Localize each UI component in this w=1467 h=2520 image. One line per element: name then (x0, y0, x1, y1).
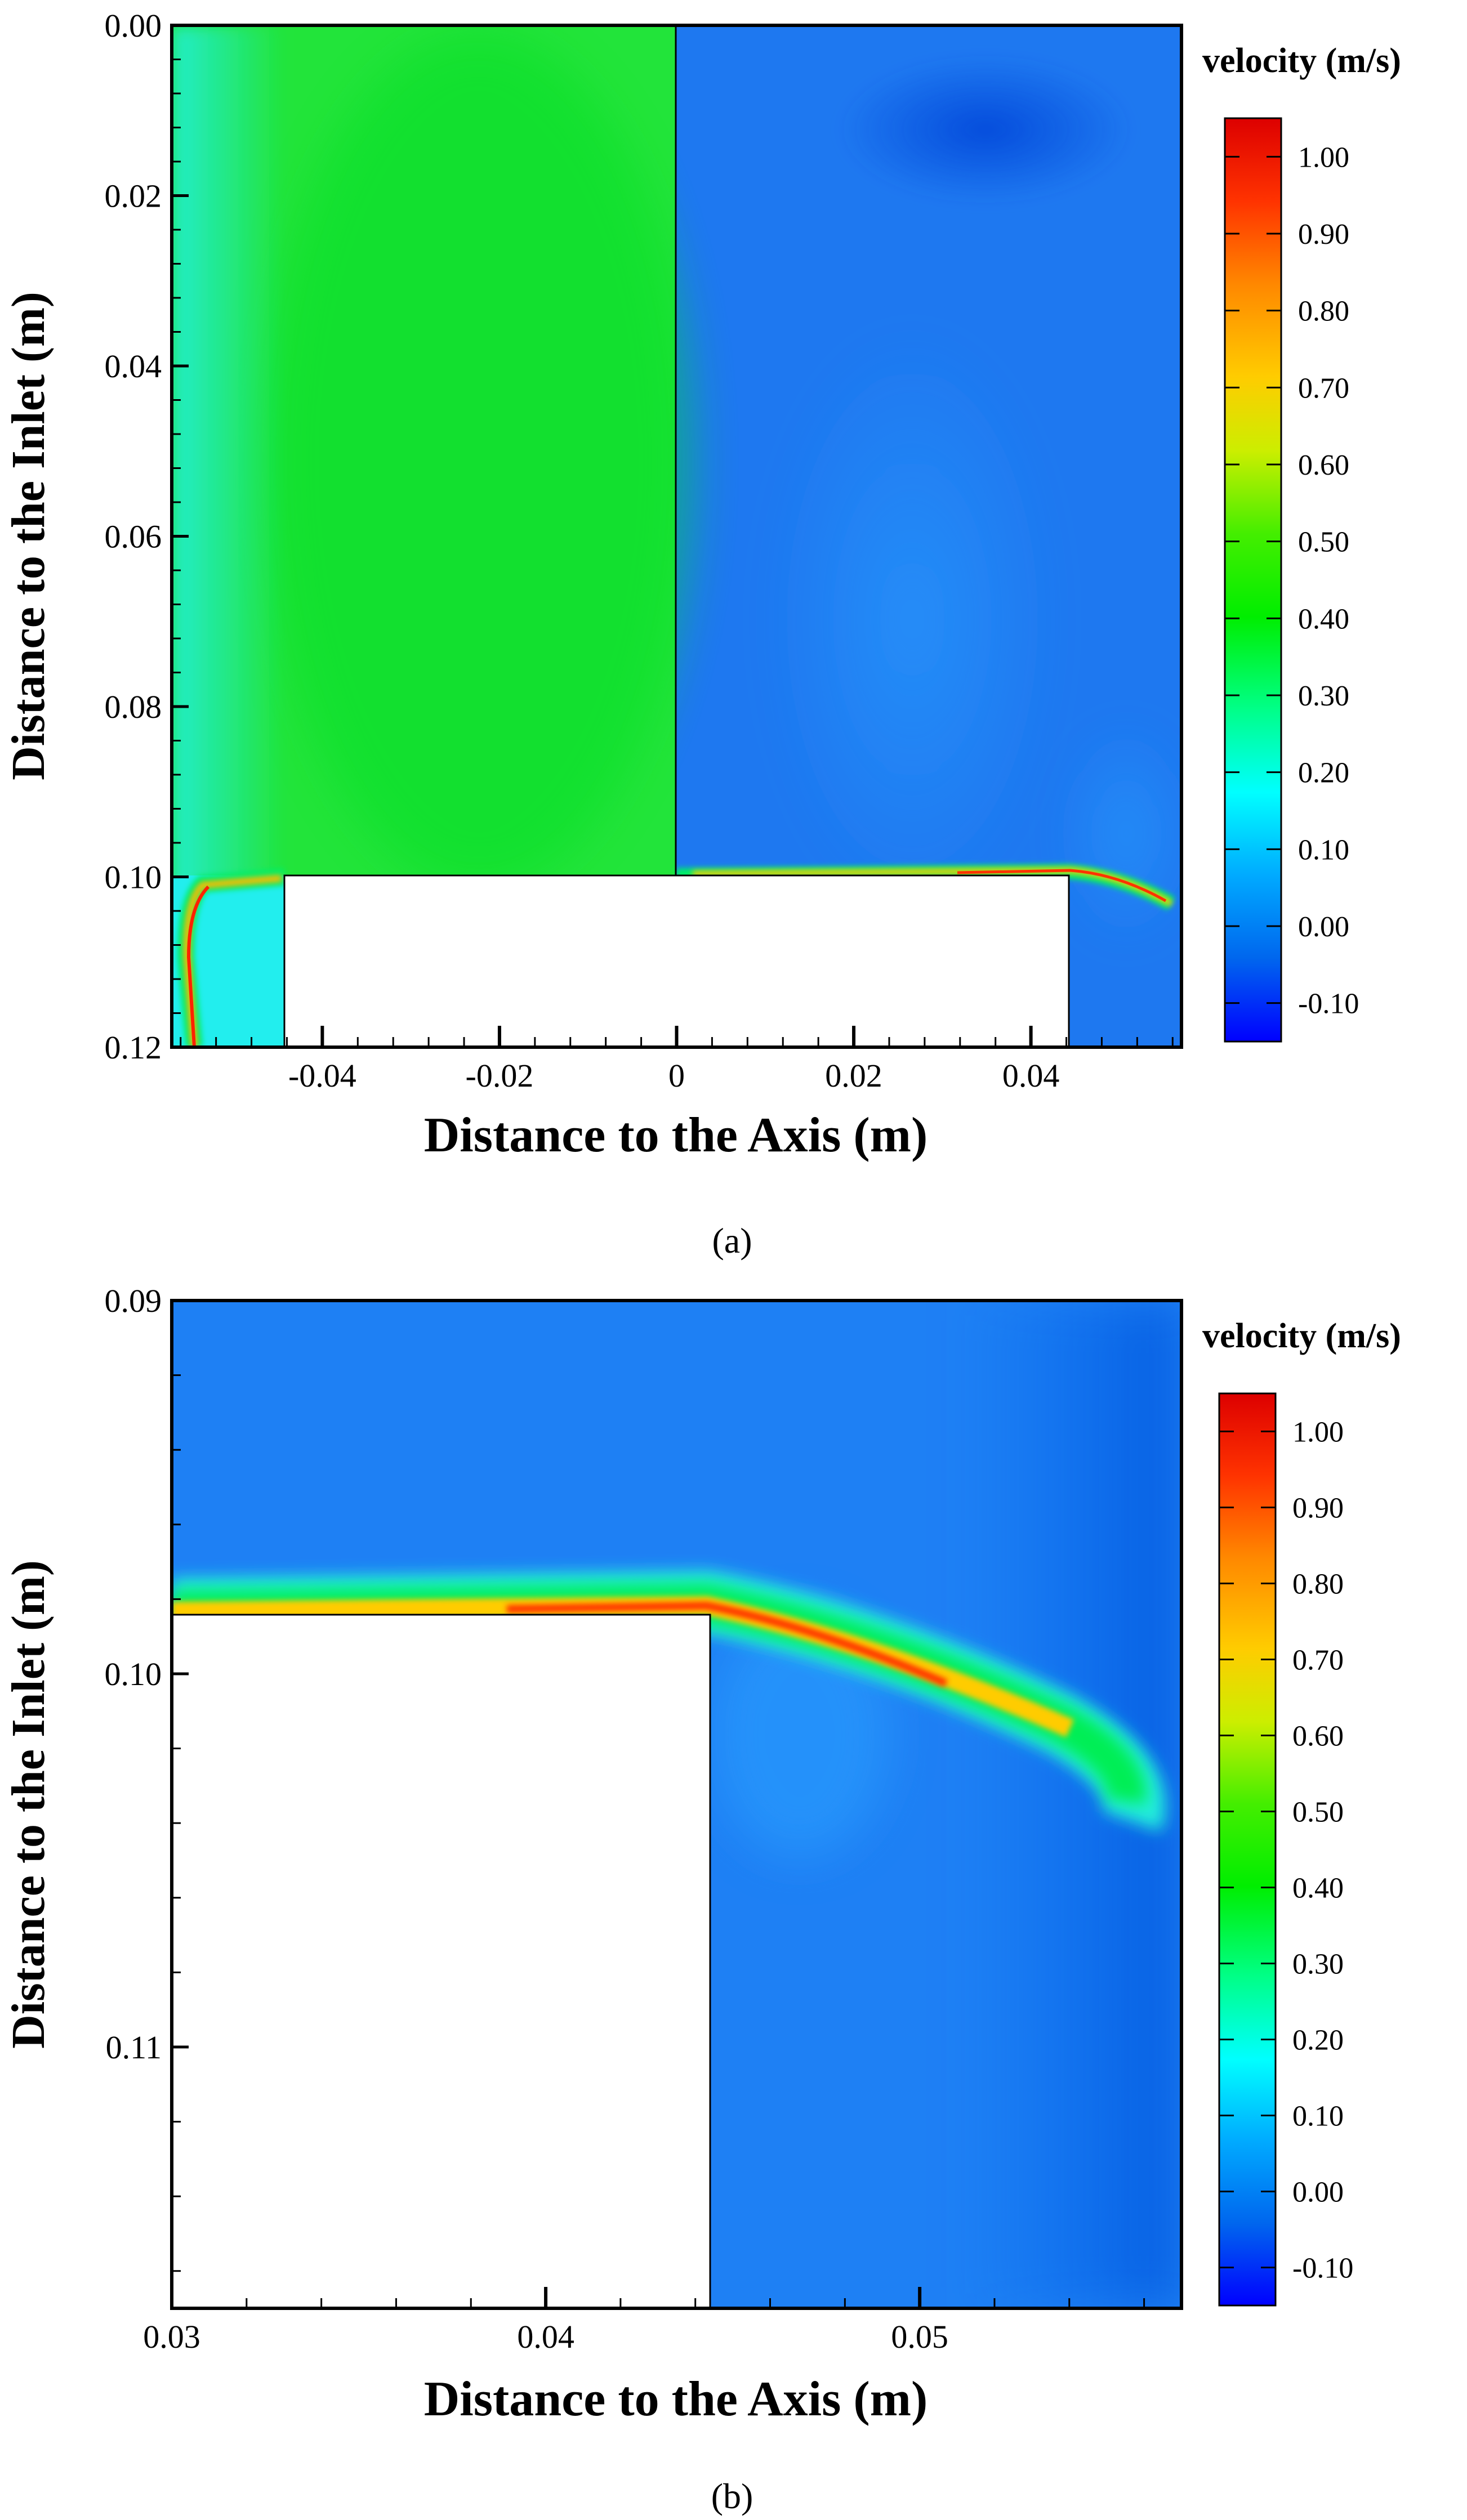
panel-b-colorbar-tick-label: -0.10 (1292, 2253, 1353, 2285)
panel-a-y-tick-label: 0.08 (105, 689, 162, 725)
panel-b-colorbar-tick-label: 0.50 (1292, 1797, 1344, 1829)
panel-a-colorbar-tick-label: 1.00 (1298, 141, 1349, 173)
panel-b-frame (170, 1299, 1183, 2310)
panel-b-x-axis-label: Distance to the Axis (m) (424, 2372, 928, 2427)
panel-b-colorbar-tick-label: 0.20 (1292, 2025, 1344, 2057)
panel-b-colorbar-title: velocity (m/s) (1202, 1317, 1401, 1355)
panel-b-x-tick-label: 0.04 (517, 2318, 574, 2355)
panel-a-y-tick-label: 0.02 (105, 178, 162, 215)
panel-a-x-tick-label: -0.02 (466, 1057, 534, 1094)
panel-a-vortex-dark (839, 56, 1132, 203)
panel-a-colorbar-tick-label: -0.10 (1298, 988, 1359, 1020)
panel-b-colorbar-tick-label: 0.30 (1292, 1949, 1344, 1981)
panel-b-y-axis-label: Distance to the Inlet (m) (2, 1560, 55, 2049)
panel-b-y-tick-label: 0.09 (105, 1283, 162, 1319)
panel-b-colorbar-tick-label: 0.70 (1292, 1645, 1344, 1677)
panel-a-colorbar-tick-label: 0.80 (1298, 296, 1349, 328)
panel-b-colorbar (1218, 1392, 1277, 2307)
panel-a-left-bulge (265, 34, 693, 890)
panel-a-x-tick-label: 0.04 (1002, 1057, 1060, 1094)
panel-a-colorbar-tick-label: 0.30 (1298, 680, 1349, 712)
panel-a-colorbar-tick-label: 0.00 (1298, 911, 1349, 943)
panel-b-y-tick-label: 0.10 (105, 1656, 162, 1692)
panel-b-x-tick-label: 0.05 (891, 2318, 948, 2355)
panel-a-x-tick-label: 0 (668, 1057, 685, 1094)
panel-b-colorbar-tick-label: 0.00 (1292, 2177, 1344, 2209)
panel-b-light-wake (710, 1610, 890, 1858)
panel-a-colorbar-tick-label: 0.50 (1298, 526, 1349, 558)
panel-a-y-ticks: 0.00 0.02 0.04 0.06 0.08 0.10 0.12 (105, 7, 189, 1066)
panel-a-colorbar-title: velocity (m/s) (1202, 42, 1401, 80)
panel-a-light-band (766, 327, 1059, 912)
panel-a-y-tick-label: 0.10 (105, 859, 162, 896)
panel-b-colorbar-ticks: 1.00 0.90 0.80 0.70 0.60 0.50 0.40 0.30 0.20 0.10… (1219, 1417, 1353, 2285)
panel-b-label: (b) (711, 2476, 753, 2516)
panel-a-colorbar-tick-label: 0.60 (1298, 449, 1349, 481)
panel-b-colorbar-tick-label: 0.10 (1292, 2101, 1344, 2133)
panel-a-x-axis-label: Distance to the Axis (m) (424, 1108, 928, 1163)
panel-a-x-tick-label: -0.04 (288, 1057, 356, 1094)
panel-a-colorbar (1224, 117, 1282, 1043)
panel-b-colorbar-tick-label: 0.60 (1292, 1721, 1344, 1753)
panel-a-left-edge (172, 25, 284, 904)
panel-a-colorbar-tick-label: 0.70 (1298, 372, 1349, 404)
panel-a-y-tick-label: 0.06 (105, 519, 162, 555)
panel-b-colorbar-tick-label: 0.80 (1292, 1569, 1344, 1601)
panel-a-colorbar-tick-label: 0.90 (1298, 218, 1349, 251)
panel-b-y-tick-label: 0.11 (106, 2029, 162, 2066)
panel-a-colorbar-tick-label: 0.10 (1298, 834, 1349, 866)
panel-a-x-tick-label: 0.02 (825, 1057, 882, 1094)
panel-a-label: (a) (712, 1221, 752, 1261)
panel-a-colorbar-tick-label: 0.20 (1298, 757, 1349, 789)
panel-a-obstacle (283, 874, 1070, 1047)
panel-a: 0.00 0.02 0.04 0.06 0.08 0.10 0.12 -0.04 -0.02 0… (2, 7, 1401, 1261)
panel-b: 0.09 0.10 0.11 0.03 0.04 0.05 Distance to th… (2, 1283, 1401, 2516)
panel-b-obstacle (172, 1614, 711, 2308)
panel-b-x-ticks: 0.03 0.04 0.05 (143, 2287, 1145, 2355)
panel-a-y-tick-label: 0.00 (105, 7, 162, 44)
panel-b-colorbar-tick-label: 0.90 (1292, 1493, 1344, 1525)
panel-b-x-tick-label: 0.03 (143, 2318, 200, 2355)
panel-a-y-axis-label: Distance to the Inlet (m) (2, 292, 55, 780)
panel-b-colorbar-tick-label: 0.40 (1292, 1873, 1344, 1905)
panel-a-y-tick-label: 0.04 (105, 348, 162, 385)
panel-b-y-ticks: 0.09 0.10 0.11 (105, 1283, 189, 2272)
panel-a-lower-right-band (1059, 721, 1181, 946)
panel-a-colorbar-tick-label: 0.40 (1298, 603, 1349, 635)
panel-b-jet-core (506, 1601, 948, 1687)
panel-a-colorbar-ticks: 1.00 0.90 0.80 0.70 0.60 0.50 0.40 0.30 0.20 0.10… (1225, 141, 1359, 1020)
panel-a-y-tick-label: 0.12 (105, 1029, 162, 1066)
panel-b-colorbar-tick-label: 1.00 (1292, 1417, 1344, 1449)
panel-a-x-ticks: -0.04 -0.02 0 0.02 0.04 (180, 1026, 1174, 1094)
